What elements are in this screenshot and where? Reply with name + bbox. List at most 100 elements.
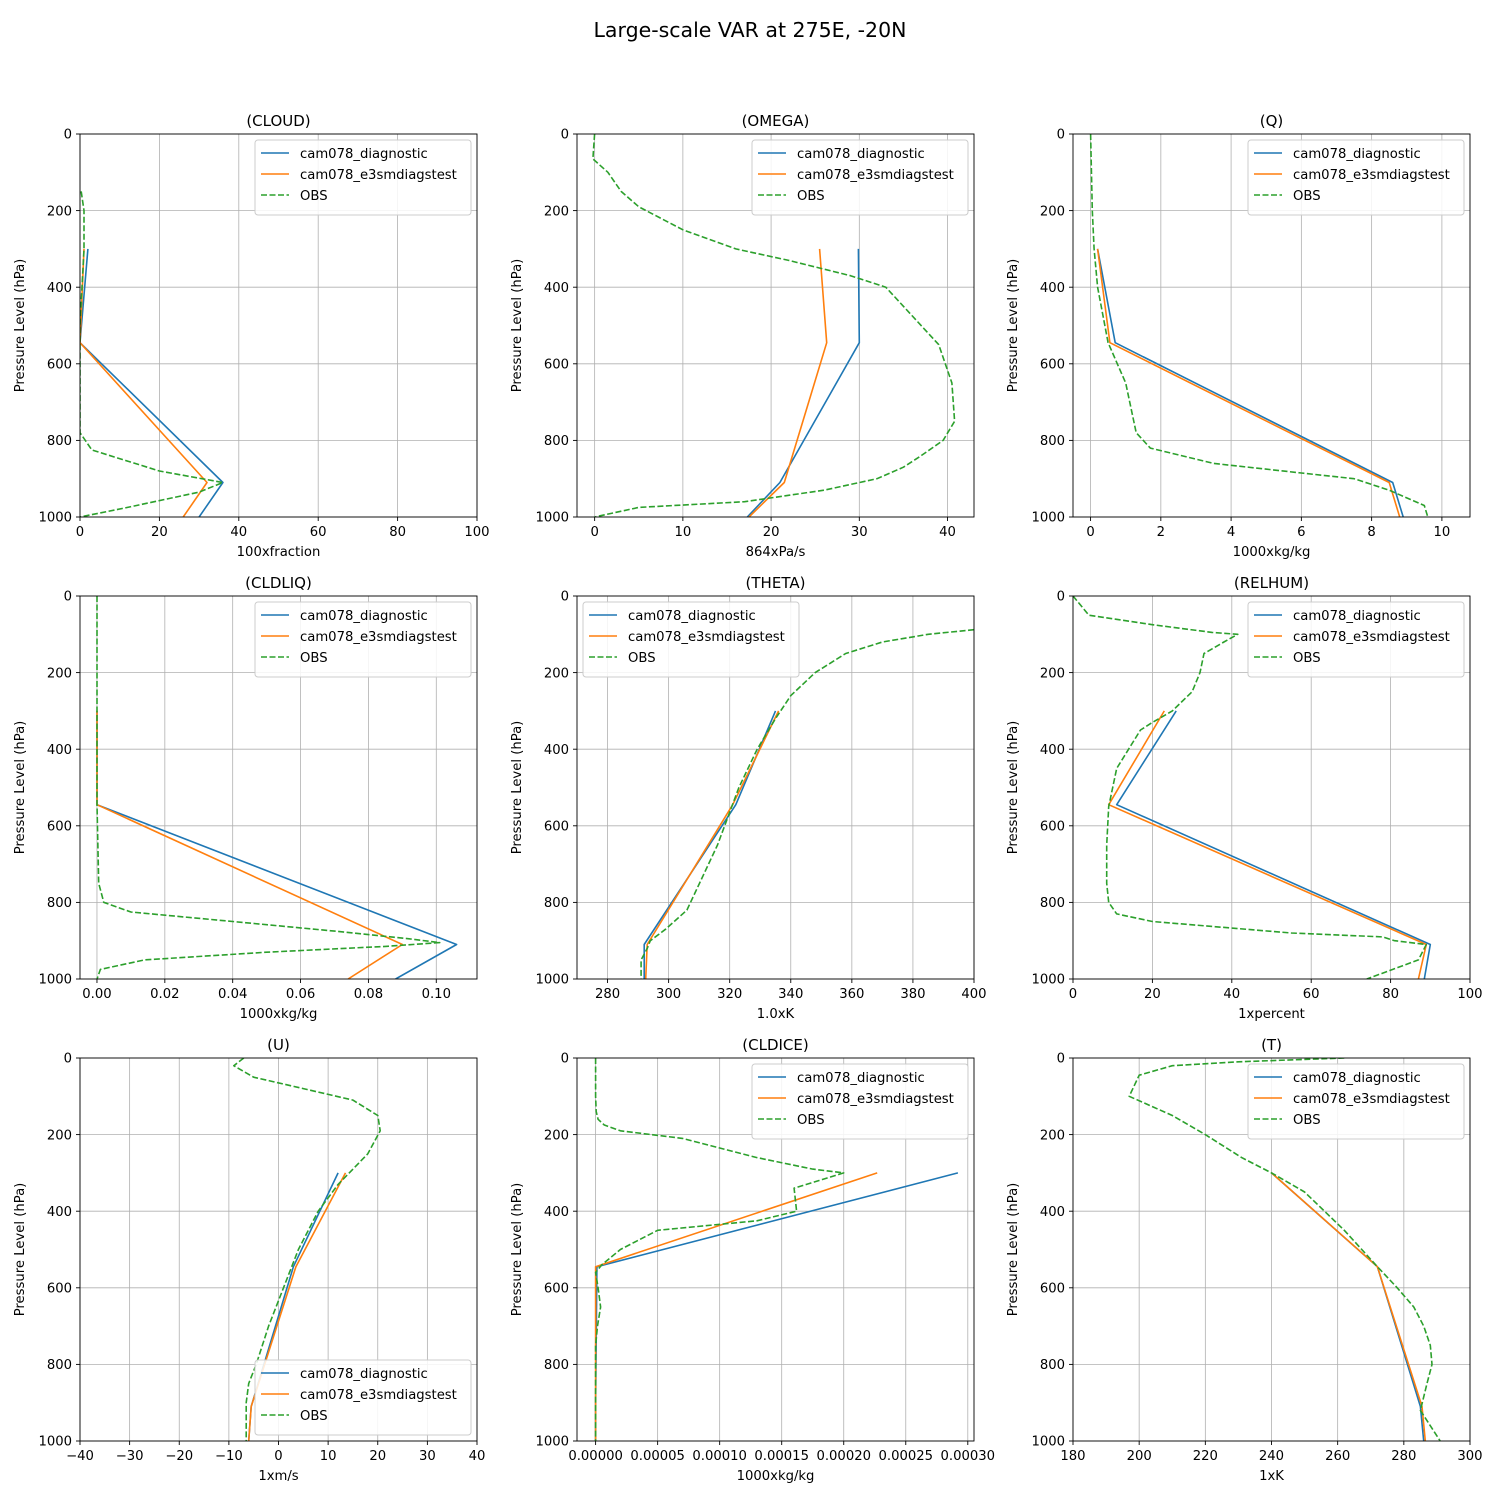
y-tick-label: 0 [561,1052,569,1067]
x-tick-label: 2 [1157,525,1165,540]
legend: cam078_diagnostic cam078_e3smdiagstest OBS [254,1359,472,1436]
x-tick-label: 80 [389,525,406,540]
x-tick-label: 220 [1193,1449,1218,1464]
y-tick-label: 1000 [535,973,569,988]
y-tick-label: 800 [544,896,569,911]
x-tick-label: 100 [1457,987,1482,1002]
y-tick-label: 400 [47,743,72,758]
legend-label: cam078_diagnostic [1293,609,1421,624]
x-tick-label: −30 [116,1449,144,1464]
x-tick-label: 20 [763,525,780,540]
legend-label: cam078_e3smdiagstest [1293,168,1450,183]
axes-frame [576,133,975,518]
y-tick-label: 1000 [38,511,72,526]
legend: cam078_diagnostic cam078_e3smdiagstest OBS [254,139,472,216]
series-group [640,628,974,979]
y-tick-label: 800 [1040,1358,1065,1373]
y-tick-label: 400 [544,743,569,758]
series-group [1089,134,1429,517]
x-axis-label: 1.0xK [757,1007,795,1022]
legend-box [751,1063,969,1140]
y-tick-label: 200 [1040,204,1065,219]
x-tick-label: 380 [900,987,925,1002]
subplot-7: 0.00000 0.00005 0.00010 0.00015 0.00020 0.000… [510,1036,995,1484]
legend: cam078_diagnostic cam078_e3smdiagstest OBS [1247,1063,1465,1140]
x-tick-label: 300 [656,987,681,1002]
legend-label: cam078_e3smdiagstest [300,168,457,183]
x-tick-label: 180 [1060,1449,1085,1464]
y-tick-label: 0 [561,590,569,605]
legend-box [254,139,472,216]
series-line-OBS [594,1058,845,1441]
series-line-cam078_e3smdiagstest [247,1172,347,1441]
x-tick-label: 100 [464,525,489,540]
x-tick-label: 260 [1325,1449,1350,1464]
y-tick-label: 0 [64,128,72,143]
series-line-cam078_diagnostic [80,248,224,517]
legend-label: cam078_diagnostic [300,1367,428,1382]
legend: cam078_diagnostic cam078_e3smdiagstest OBS [254,601,472,678]
y-tick-label: 400 [544,281,569,296]
subplot-4: 280 300 320 340 360 380 400 0 200 400 600 800 1000 (T… [510,574,987,1022]
x-tick-label: 0 [76,525,84,540]
legend-label: cam078_e3smdiagstest [797,1092,954,1107]
x-tick-label: 40 [230,525,247,540]
legend: cam078_diagnostic cam078_e3smdiagstest OBS [1247,139,1465,216]
y-tick-label: 400 [1040,281,1065,296]
series-group [233,1058,382,1441]
x-tick-label: 60 [310,525,327,540]
x-tick-label: 40 [1223,987,1240,1002]
x-tick-label: 320 [717,987,742,1002]
series-group [80,191,224,517]
y-axis-label: Pressure Level (hPa) [13,721,28,855]
x-tick-label: 0.00000 [568,1449,623,1464]
y-tick-label: 400 [544,1205,569,1220]
x-tick-label: −20 [165,1449,193,1464]
y-tick-label: 800 [1040,434,1065,449]
x-tick-label: 20 [151,525,168,540]
legend-label: cam078_diagnostic [797,1071,925,1086]
legend-box [1247,601,1465,678]
legend-label: OBS [1293,651,1321,666]
x-tick-label: 20 [369,1449,386,1464]
series-line-cam078_e3smdiagstest [1096,248,1401,517]
x-tick-label: 80 [1382,987,1399,1002]
y-axis-label: Pressure Level (hPa) [510,721,525,855]
legend-label: cam078_diagnostic [1293,1071,1421,1086]
x-tick-label: 300 [1457,1449,1482,1464]
legend-label: OBS [797,1113,825,1128]
subplot-title: (OMEGA) [742,112,810,130]
x-tick-label: 20 [1144,987,1161,1002]
subplot-5: 0 20 40 60 80 10002004006008001000(RELHUM)1xp… [1006,574,1483,1022]
series-line-OBS [233,1058,382,1441]
series-line-cam078_e3smdiagstest [748,248,828,517]
x-tick-label: 40 [469,1449,486,1464]
x-tick-label: 8 [1367,525,1375,540]
axes-frame [576,595,975,980]
x-tick-label: 10 [320,1449,337,1464]
y-axis-label: Pressure Level (hPa) [1006,721,1021,855]
legend-label: OBS [1293,1113,1321,1128]
y-tick-label: 0 [1057,590,1065,605]
axes-frame [79,133,478,518]
x-tick-label: 0.10 [422,987,451,1002]
legend-box [254,1359,472,1436]
x-axis-label: 1xpercent [1238,1007,1305,1022]
legend-label: cam078_e3smdiagstest [628,630,785,645]
x-axis-label: 1000xkg/kg [737,1469,815,1484]
x-tick-label: 200 [1127,1449,1152,1464]
y-tick-label: 1000 [38,1435,72,1450]
x-axis-label: 100xfraction [237,545,321,560]
subplot-title: (CLOUD) [246,112,310,130]
x-axis-label: 1000xkg/kg [1233,545,1311,560]
y-tick-label: 1000 [535,1435,569,1450]
x-tick-label: 30 [851,525,868,540]
series-line-OBS [592,134,956,517]
legend: cam078_diagnostic cam078_e3smdiagstest OBS [751,139,969,216]
x-tick-label: 40 [939,525,956,540]
subplot-title: (Q) [1260,112,1284,130]
series-line-OBS [96,596,441,979]
y-axis-label: Pressure Level (hPa) [13,259,28,393]
legend-label: OBS [797,189,825,204]
